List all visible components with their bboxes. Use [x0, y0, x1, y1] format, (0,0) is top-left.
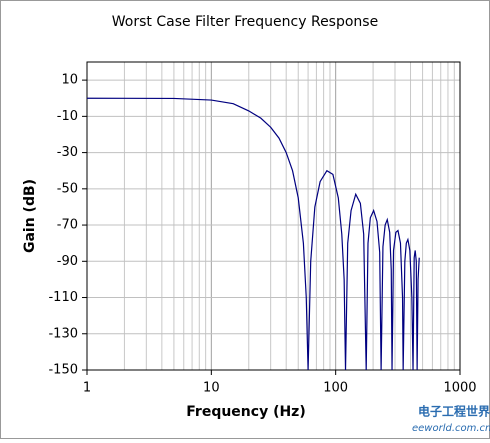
x-tick-label: 10 — [203, 381, 220, 396]
y-tick-label: -150 — [48, 363, 78, 378]
x-axis-label: Frequency (Hz) — [186, 404, 305, 420]
watermark: 电子工程世界 — [418, 404, 490, 419]
y-tick-label: -130 — [48, 326, 78, 341]
x-tick-label: 1 — [83, 381, 91, 396]
chart-title: Worst Case Filter Frequency Response — [112, 14, 378, 30]
y-tick-label: 10 — [61, 73, 78, 88]
y-tick-label: -30 — [57, 145, 78, 160]
y-tick-label: -70 — [57, 218, 78, 233]
y-tick-label: -10 — [57, 109, 78, 124]
y-tick-label: -50 — [57, 181, 78, 196]
y-tick-label: -110 — [48, 290, 78, 305]
watermark-url: eeworld.com.cn — [412, 423, 490, 434]
y-axis-label: Gain (dB) — [22, 179, 38, 253]
x-tick-label: 1000 — [443, 381, 476, 396]
y-tick-label: -90 — [57, 254, 78, 269]
line-series — [86, 97, 420, 371]
plot-border — [86, 61, 461, 371]
x-tick-label: 100 — [323, 381, 348, 396]
